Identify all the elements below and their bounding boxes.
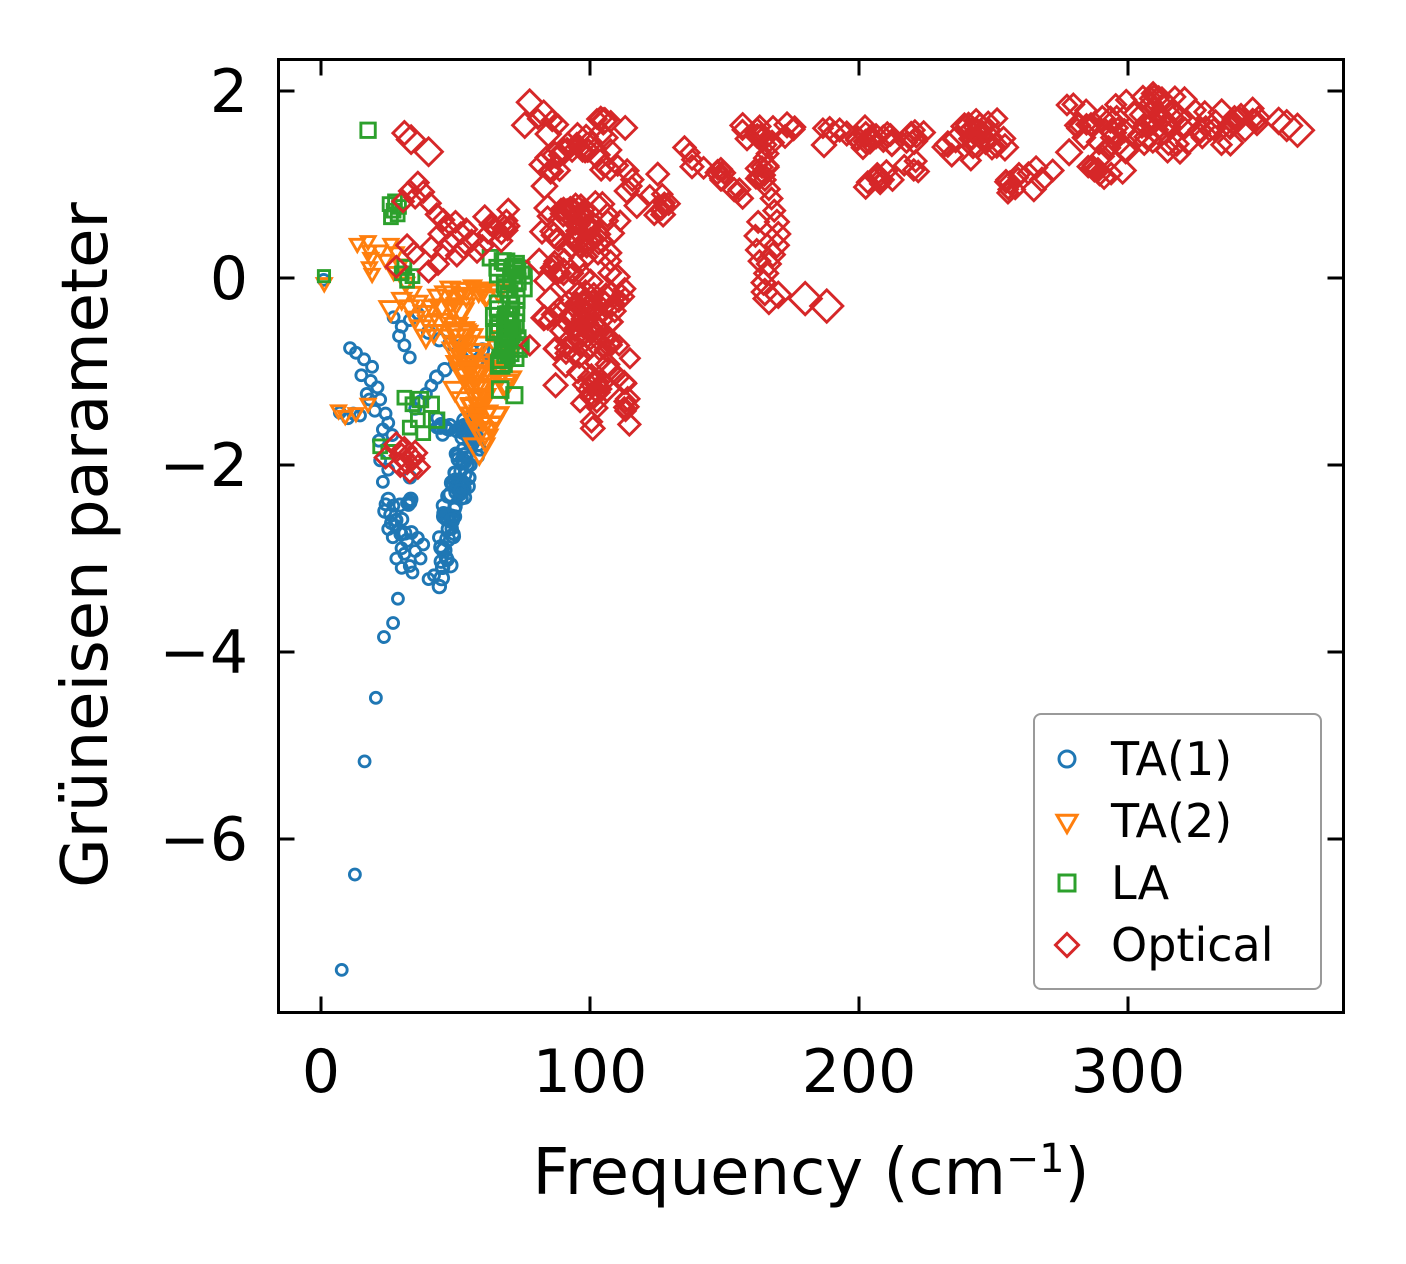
legend-row-ta2: TA(2) (1035, 790, 1320, 852)
legend-label-ta2: TA(2) (1111, 793, 1233, 848)
x-axis-label-end: ) (1064, 1136, 1090, 1210)
svg-text:0: 0 (210, 244, 248, 314)
circle-marker-icon (1035, 739, 1099, 779)
series-TA(2) (314, 235, 523, 468)
legend-label-ta1: TA(1) (1111, 731, 1233, 786)
svg-text:−6: −6 (160, 805, 248, 875)
svg-text:−2: −2 (160, 431, 248, 501)
legend-label-optical: Optical (1111, 917, 1274, 972)
svg-text:200: 200 (802, 1037, 917, 1107)
svg-text:−4: −4 (160, 618, 248, 688)
x-axis-label-exponent: −1 (1006, 1136, 1065, 1183)
square-marker-icon (1035, 863, 1099, 903)
diamond-marker-icon (1035, 925, 1099, 965)
svg-text:2: 2 (210, 57, 248, 127)
y-axis-label: Grüneisen parameter (49, 202, 123, 888)
svg-text:100: 100 (533, 1037, 648, 1107)
legend: TA(1) TA(2) LA Optical (1033, 713, 1322, 990)
triangle-down-marker-icon (1035, 801, 1099, 841)
svg-text:300: 300 (1071, 1037, 1186, 1107)
x-axis-label-main: Frequency (cm (532, 1136, 1006, 1210)
legend-row-ta1: TA(1) (1035, 728, 1320, 790)
x-axis-label: Frequency (cm−1) (277, 1136, 1345, 1210)
svg-text:0: 0 (302, 1037, 340, 1107)
legend-label-la: LA (1111, 855, 1170, 910)
legend-row-optical: Optical (1035, 914, 1320, 976)
legend-row-la: LA (1035, 852, 1320, 914)
series-LA (316, 121, 533, 460)
series-TA(1) (316, 272, 496, 977)
series-Optical (373, 80, 1316, 485)
